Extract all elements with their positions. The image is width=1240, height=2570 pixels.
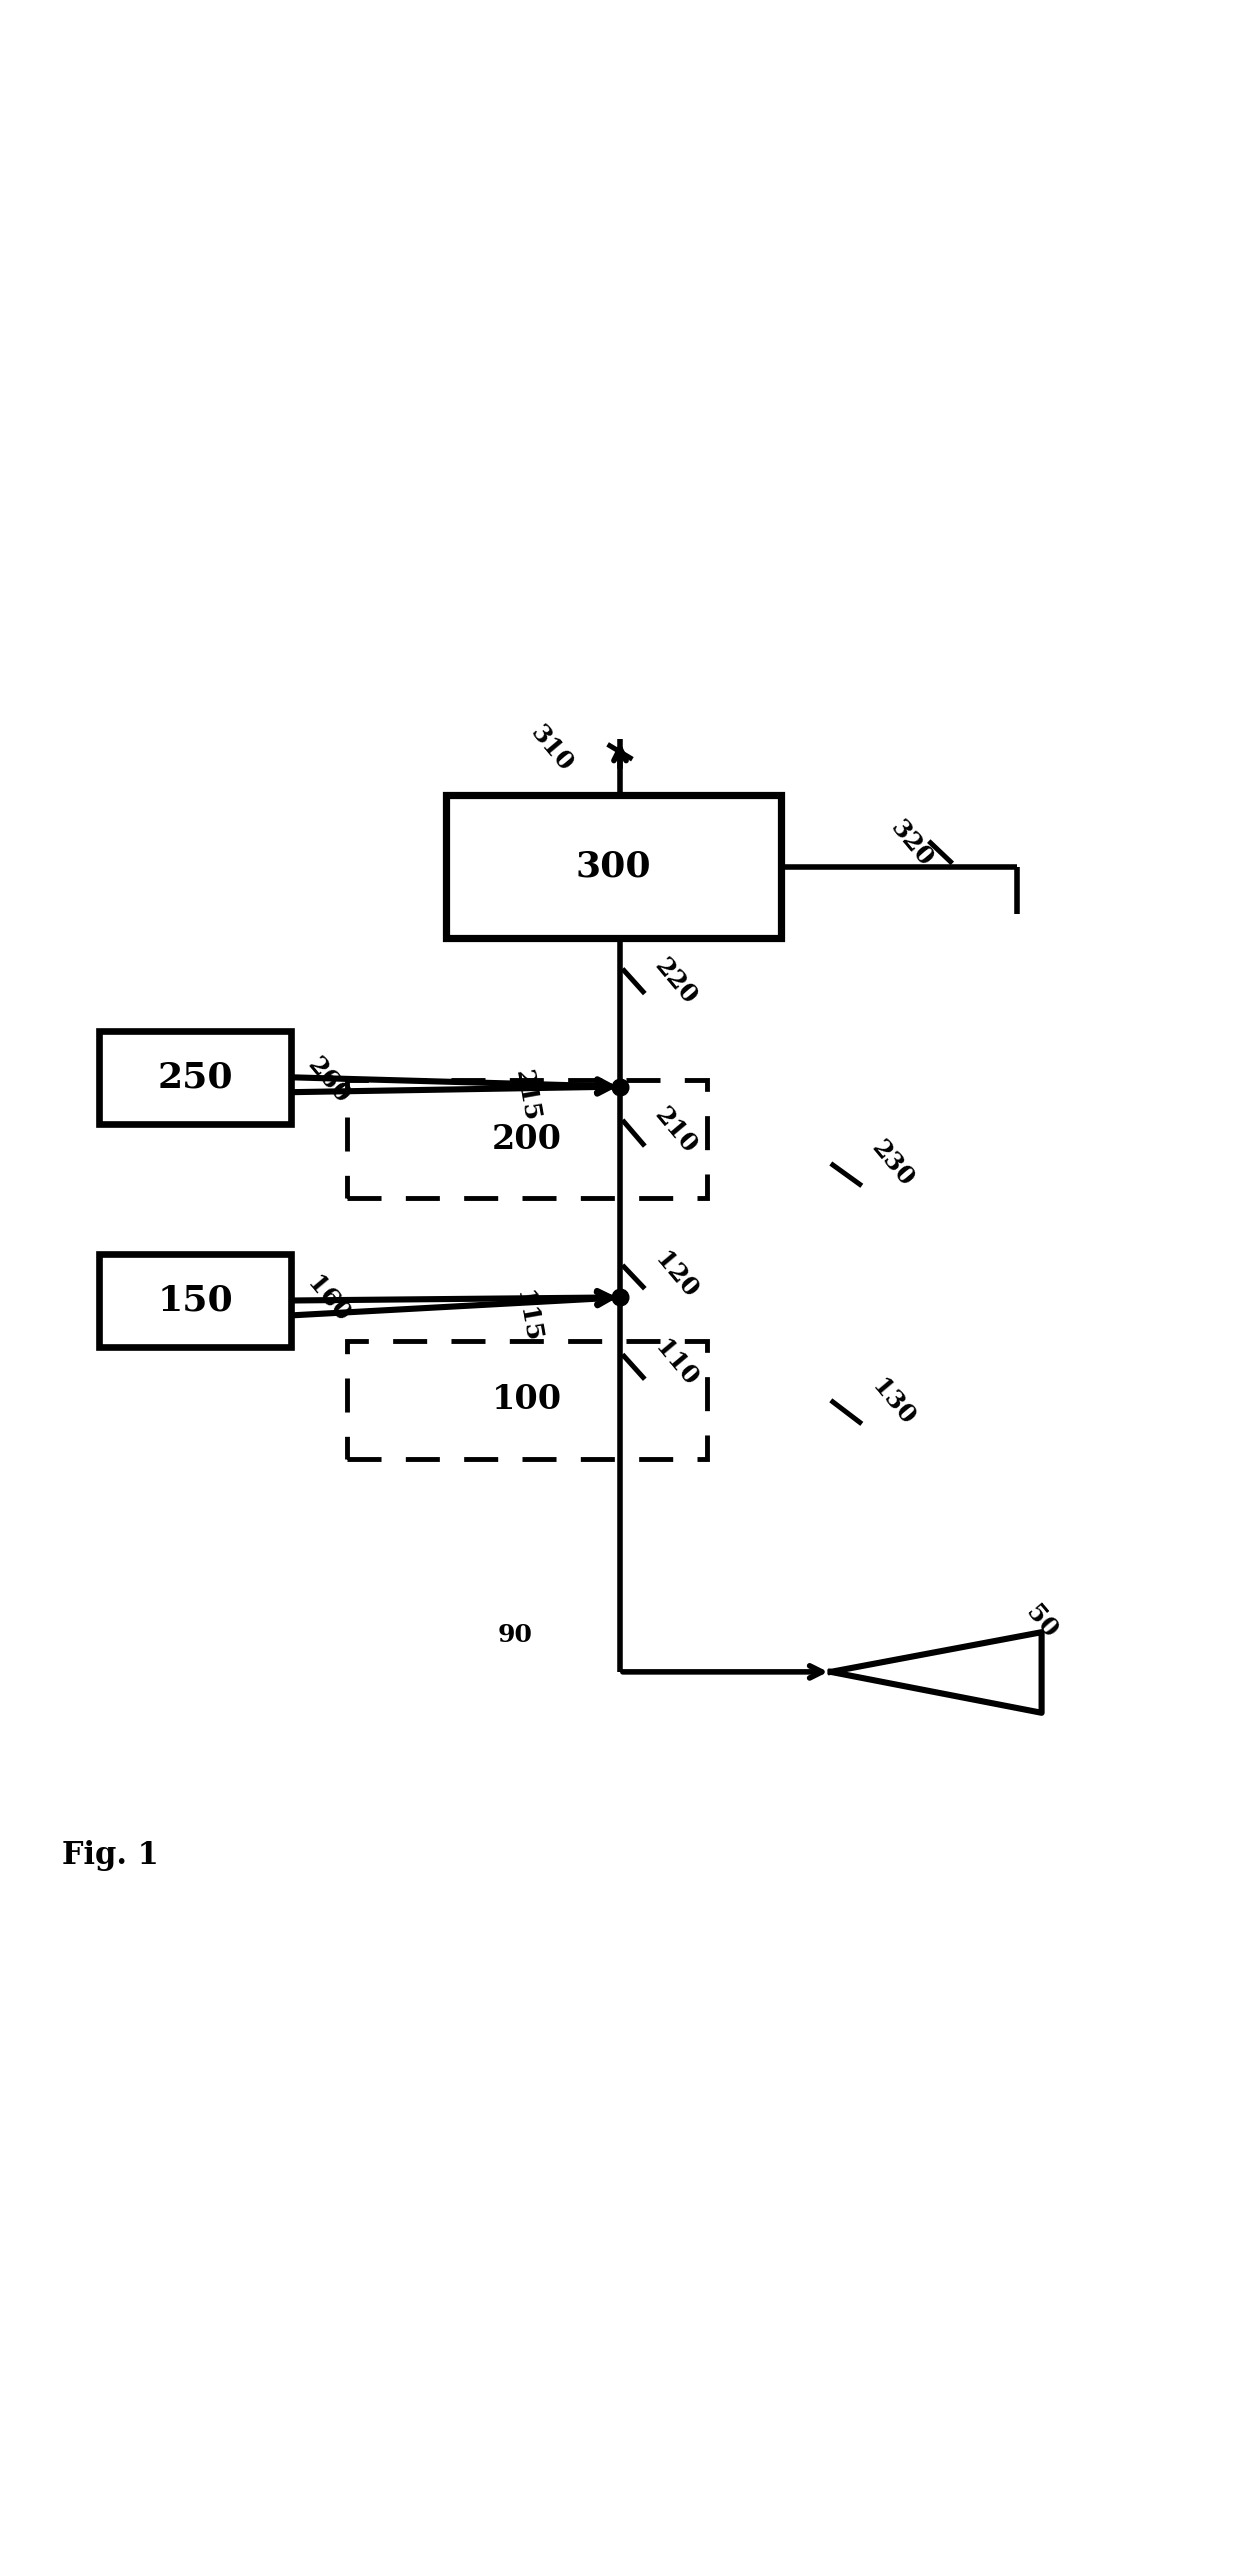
Text: 310: 310	[526, 720, 578, 776]
Text: 110: 110	[650, 1336, 702, 1390]
Text: 200: 200	[492, 1123, 562, 1156]
Text: 90: 90	[497, 1622, 532, 1647]
Text: 320: 320	[885, 815, 937, 871]
Text: 230: 230	[867, 1136, 919, 1190]
Bar	[347, 1342, 707, 1460]
Text: 50: 50	[1022, 1601, 1061, 1642]
Bar	[99, 1254, 291, 1347]
Text: 120: 120	[650, 1246, 702, 1303]
Text: 250: 250	[157, 1061, 233, 1095]
Text: 115: 115	[511, 1288, 543, 1344]
Text: 210: 210	[650, 1103, 702, 1156]
Bar	[99, 1031, 291, 1123]
Bar	[347, 1079, 707, 1198]
Bar	[446, 794, 781, 938]
Text: 220: 220	[650, 953, 702, 1010]
Text: 260: 260	[303, 1054, 355, 1108]
Text: 100: 100	[492, 1383, 562, 1416]
Text: 160: 160	[303, 1272, 355, 1329]
Text: 130: 130	[867, 1375, 919, 1431]
Text: 215: 215	[511, 1067, 543, 1123]
Text: 300: 300	[577, 851, 651, 884]
Text: Fig. 1: Fig. 1	[62, 1840, 159, 1871]
Text: 150: 150	[157, 1282, 233, 1318]
